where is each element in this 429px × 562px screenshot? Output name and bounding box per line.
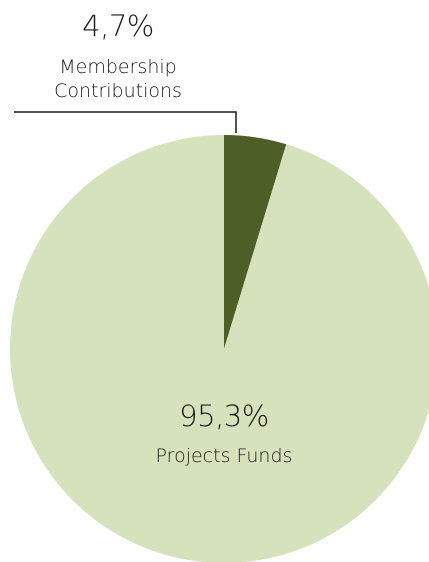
pie-slice — [10, 135, 429, 562]
slice-category-label: Membership Contributions — [54, 56, 182, 102]
pie-slice — [224, 135, 287, 349]
leader-line — [14, 111, 237, 133]
slice-value-label: 4,7% — [82, 9, 154, 43]
slice-category-label: Projects Funds — [155, 445, 293, 467]
slice-value-label: 95,3% — [179, 399, 269, 433]
